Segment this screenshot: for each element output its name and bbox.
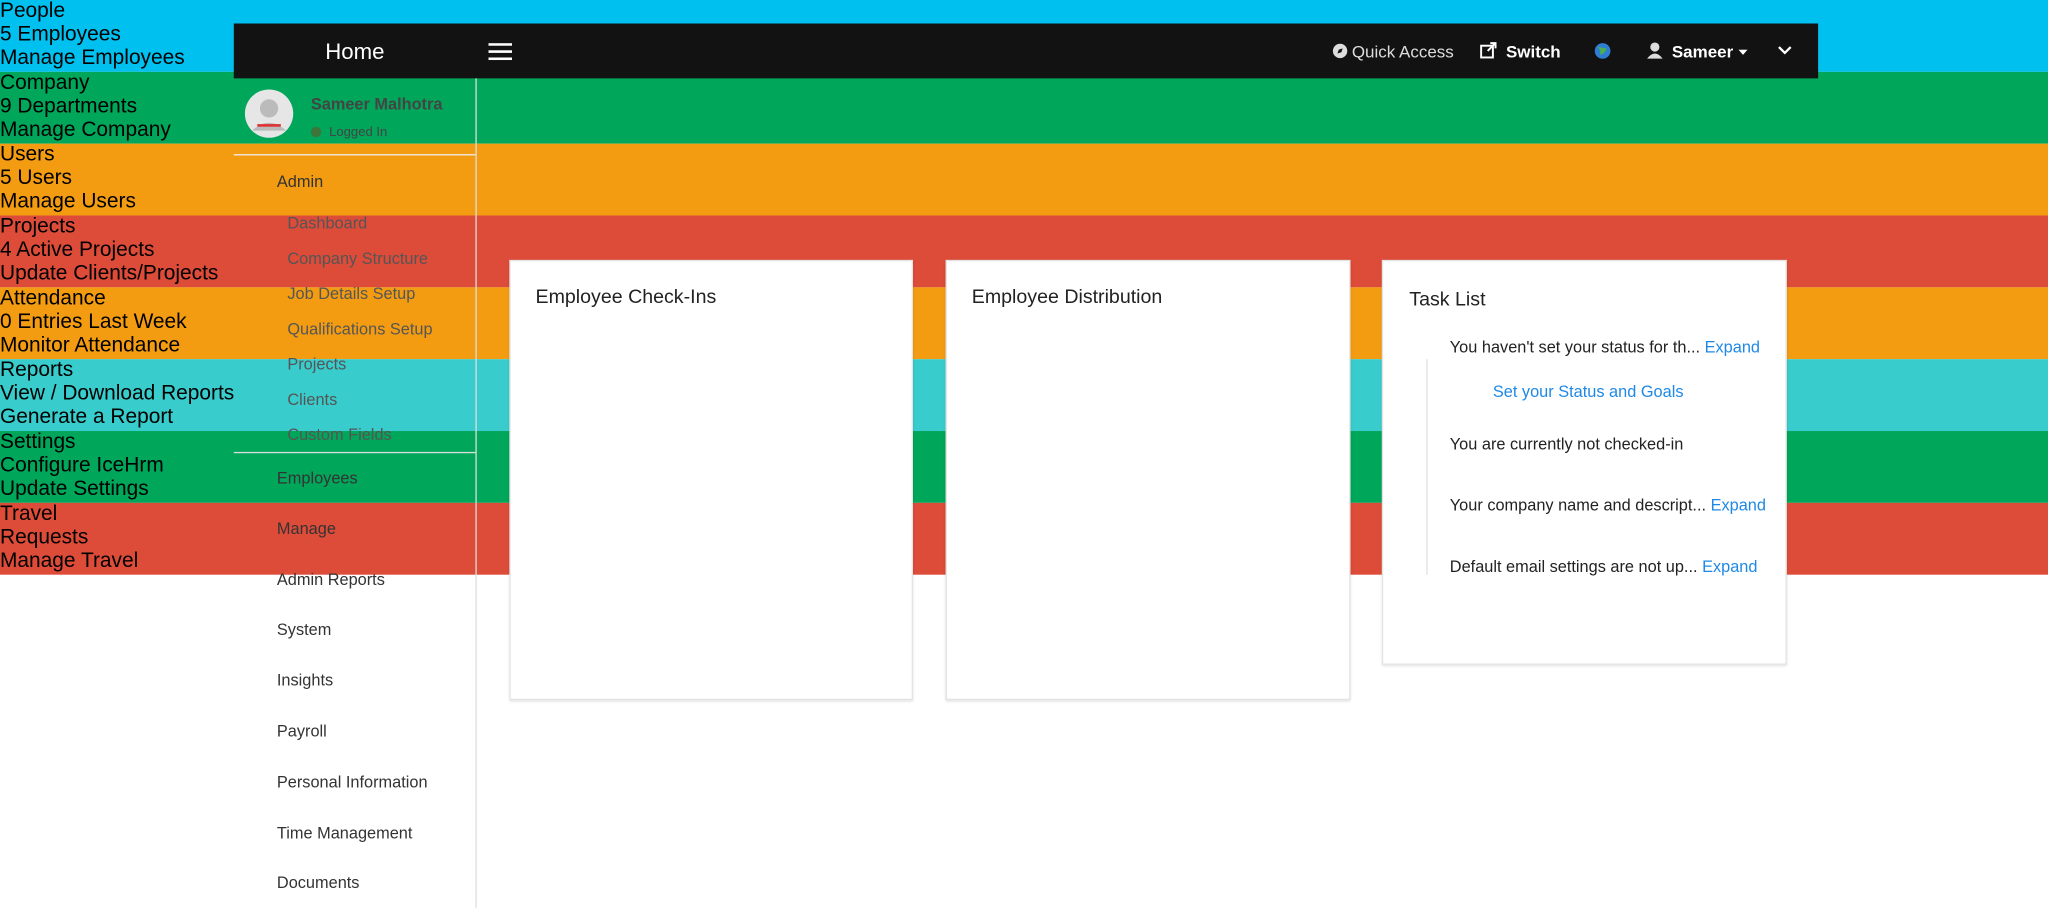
task-card: Task List You haven't set your status for… bbox=[1381, 259, 1787, 665]
distribution-card: Employee Distribution131Your C...Head Of… bbox=[945, 259, 1351, 701]
chevron-down[interactable] bbox=[1778, 46, 1792, 55]
menu-admin[interactable]: Admin bbox=[276, 172, 324, 191]
tile[interactable]: Company 9 Departments Manage Company bbox=[0, 71, 2048, 144]
menu-item[interactable]: Employees bbox=[276, 468, 358, 488]
menu-item[interactable]: Documents bbox=[276, 874, 360, 893]
user-icon bbox=[1647, 42, 1663, 59]
menu-item[interactable]: Personal Information bbox=[276, 772, 428, 792]
tile-subtitle: 5 Users bbox=[0, 167, 72, 190]
top-nav: Home Quick Access Switch Sameer bbox=[233, 23, 1819, 79]
expand-link[interactable]: Expand bbox=[1702, 557, 1758, 576]
quick-access[interactable]: Quick Access bbox=[1351, 41, 1454, 62]
tile-subtitle: 4 Active Projects bbox=[0, 239, 155, 262]
divider bbox=[233, 154, 476, 156]
tile-subtitle: 5 Employees bbox=[0, 23, 121, 46]
tile-subtitle: View / Download Reports bbox=[0, 382, 235, 405]
tile-subtitle: Requests bbox=[0, 526, 89, 549]
task-item: Your company name and descript... Expand bbox=[1450, 496, 1766, 514]
menu-item[interactable]: Payroll bbox=[276, 722, 327, 741]
user-name: Sameer Malhotra bbox=[310, 95, 443, 114]
tile-title: Travel bbox=[0, 502, 58, 526]
avatar bbox=[244, 89, 294, 138]
tile-title: Users bbox=[0, 143, 55, 166]
switch-icon bbox=[1480, 42, 1497, 59]
task-text: You are currently not checked-in bbox=[1449, 434, 1684, 454]
checkins-card: Employee Check-Ins005Total5Checked...Che… bbox=[509, 259, 913, 701]
status: Logged In bbox=[329, 125, 388, 140]
tile-title: Attendance bbox=[0, 287, 106, 310]
globe-icon[interactable] bbox=[1593, 42, 1611, 60]
tile-link[interactable]: Manage Company bbox=[0, 118, 171, 142]
task-item: Default email settings are not up... Exp… bbox=[1450, 558, 1758, 576]
timeline bbox=[1426, 359, 1428, 575]
tile-link[interactable]: Update Settings bbox=[0, 478, 149, 501]
user-menu[interactable]: Sameer bbox=[1671, 41, 1734, 62]
tile-link[interactable]: Manage Travel bbox=[0, 549, 139, 573]
tile-link[interactable]: Generate a Report bbox=[0, 406, 174, 429]
card-title: Task List bbox=[1409, 288, 1486, 311]
submenu-item[interactable]: Custom Fields bbox=[287, 425, 392, 445]
tile-title: Reports bbox=[0, 359, 74, 382]
tile-title: Settings bbox=[0, 431, 76, 454]
tile-link[interactable]: Manage Users bbox=[0, 190, 136, 213]
submenu-item[interactable]: Job Details Setup bbox=[287, 284, 416, 304]
card-title: Employee Distribution bbox=[971, 286, 1163, 309]
expand-link[interactable]: Expand bbox=[1704, 338, 1761, 357]
tile-title: Company bbox=[0, 71, 90, 95]
divider bbox=[233, 451, 476, 454]
menu-item[interactable]: Insights bbox=[276, 671, 334, 690]
tile-title: Projects bbox=[0, 215, 76, 238]
tile-title: People bbox=[0, 0, 66, 23]
status-dot bbox=[310, 126, 322, 138]
brand[interactable]: Home bbox=[325, 39, 385, 64]
submenu-item[interactable]: Projects bbox=[287, 355, 347, 374]
card-title: Employee Check-Ins bbox=[535, 286, 717, 309]
caret bbox=[1738, 49, 1748, 55]
menu-item[interactable]: Time Management bbox=[276, 823, 413, 842]
task-text: You haven't set your status for th... bbox=[1449, 338, 1701, 357]
menu-item[interactable]: System bbox=[276, 620, 332, 640]
tile-subtitle: 9 Departments bbox=[0, 95, 138, 118]
tile-subtitle: 0 Entries Last Week bbox=[0, 310, 187, 334]
switch[interactable]: Switch bbox=[1505, 41, 1561, 62]
task-item: You haven't set your status for th... Ex… bbox=[1450, 338, 1760, 356]
submenu-item[interactable]: Qualifications Setup bbox=[287, 319, 433, 339]
tile-link[interactable]: Update Clients/Projects bbox=[0, 262, 219, 285]
tile-link[interactable]: Monitor Attendance bbox=[0, 334, 181, 357]
task-text: Default email settings are not up... bbox=[1449, 557, 1698, 576]
tile[interactable]: Users 5 Users Manage Users bbox=[0, 143, 2048, 216]
task-text: Your company name and descript... bbox=[1449, 496, 1707, 515]
submenu-item[interactable]: Clients bbox=[287, 390, 338, 409]
submenu-item[interactable]: Company Structure bbox=[287, 249, 428, 268]
task-item: You are currently not checked-in bbox=[1450, 435, 1684, 453]
tile-link[interactable]: Manage Employees bbox=[0, 47, 185, 70]
menu-item[interactable]: Admin Reports bbox=[276, 570, 385, 589]
expand-link[interactable]: Expand bbox=[1710, 496, 1766, 515]
submenu-item[interactable]: Dashboard bbox=[287, 214, 368, 233]
tile-subtitle: Configure IceHrm bbox=[0, 454, 164, 477]
menu-item[interactable]: Manage bbox=[276, 519, 336, 538]
menu-toggle[interactable] bbox=[488, 43, 512, 61]
status-link[interactable]: Set your Status and Goals bbox=[1492, 382, 1684, 401]
compass-icon bbox=[1332, 43, 1348, 59]
sidebar: Sameer Malhotra Logged In Admin Dashboard… bbox=[233, 78, 477, 908]
